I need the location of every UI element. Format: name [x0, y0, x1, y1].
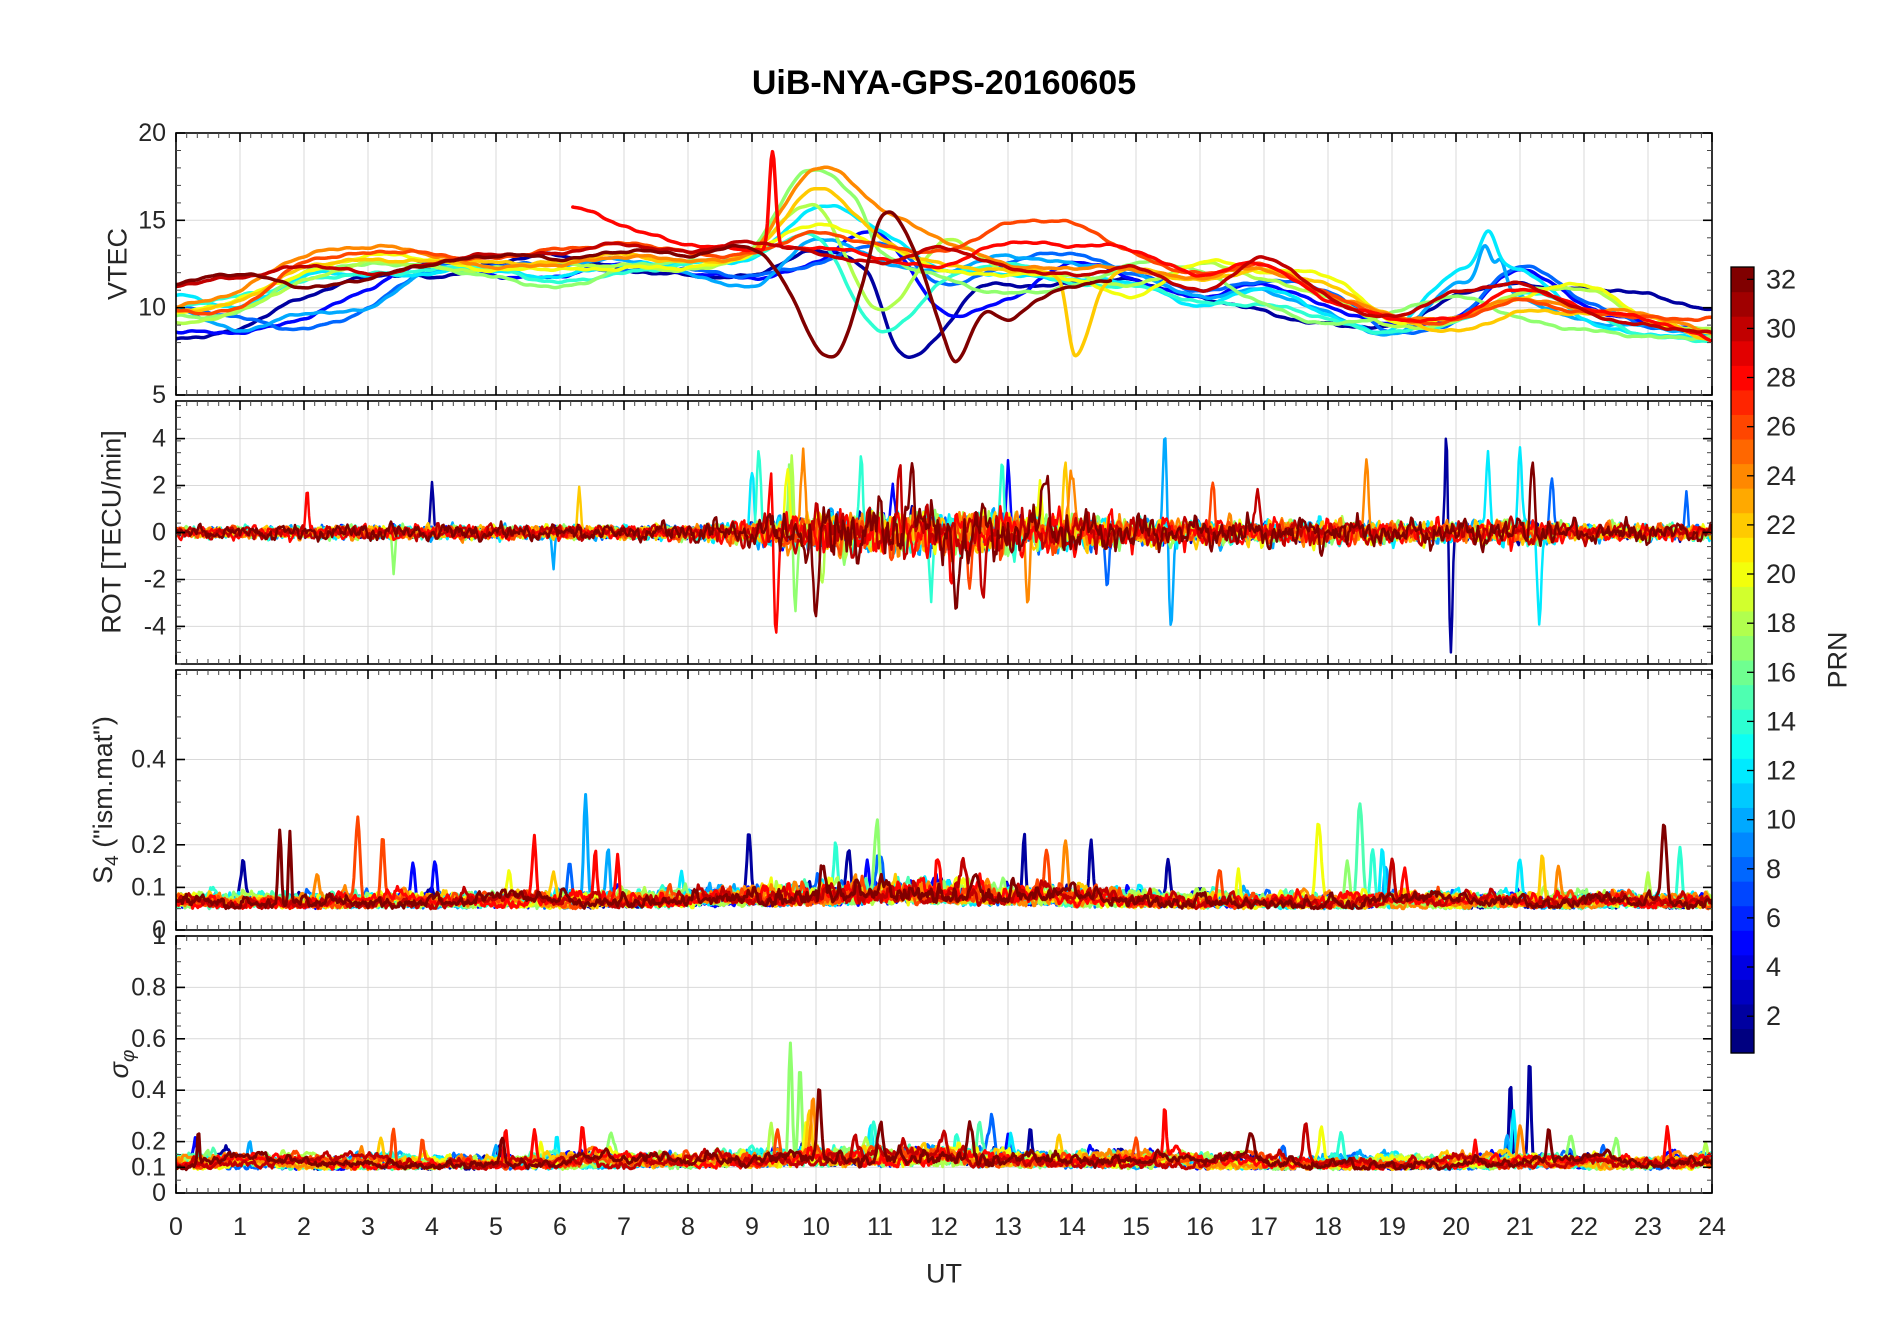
- svg-text:0.1: 0.1: [131, 873, 166, 901]
- svg-text:1: 1: [233, 1213, 247, 1241]
- prn-colorbar-label: PRN: [1822, 631, 1853, 689]
- svg-text:22: 22: [1570, 1213, 1598, 1241]
- s4-axis-label: S4 ("ism.mat"): [87, 716, 124, 884]
- svg-text:0.2: 0.2: [131, 831, 166, 859]
- svg-text:24: 24: [1698, 1213, 1726, 1241]
- svg-text:17: 17: [1250, 1213, 1278, 1241]
- svg-text:22: 22: [1766, 510, 1796, 540]
- svg-text:13: 13: [994, 1213, 1022, 1241]
- svg-text:12: 12: [930, 1213, 958, 1241]
- svg-text:10: 10: [138, 294, 166, 322]
- ut-axis-label: UT: [926, 1258, 962, 1289]
- svg-text:0.4: 0.4: [131, 1076, 166, 1104]
- svg-text:11: 11: [867, 1213, 893, 1241]
- svg-text:0.2: 0.2: [131, 1128, 166, 1156]
- svg-text:0.4: 0.4: [131, 746, 166, 774]
- svg-text:16: 16: [1766, 657, 1796, 687]
- svg-text:6: 6: [1766, 903, 1781, 933]
- svg-text:8: 8: [681, 1213, 695, 1241]
- svg-text:4: 4: [152, 425, 166, 453]
- svg-text:0: 0: [169, 1213, 183, 1241]
- svg-text:9: 9: [745, 1213, 759, 1241]
- svg-text:-4: -4: [144, 612, 166, 640]
- svg-text:14: 14: [1766, 706, 1796, 736]
- svg-text:5: 5: [152, 381, 166, 409]
- svg-text:10: 10: [1766, 805, 1796, 835]
- svg-text:30: 30: [1766, 313, 1796, 343]
- svg-text:7: 7: [617, 1213, 631, 1241]
- svg-text:19: 19: [1378, 1213, 1406, 1241]
- svg-text:2: 2: [1766, 1001, 1781, 1031]
- svg-text:14: 14: [1058, 1213, 1086, 1241]
- svg-text:20: 20: [1442, 1213, 1470, 1241]
- sigma-phi-axis-label: σφ: [103, 1049, 140, 1079]
- svg-text:15: 15: [1122, 1213, 1150, 1241]
- svg-text:21: 21: [1506, 1213, 1534, 1241]
- svg-text:4: 4: [425, 1213, 439, 1241]
- svg-text:28: 28: [1766, 363, 1796, 393]
- svg-text:8: 8: [1766, 854, 1781, 884]
- svg-text:20: 20: [138, 119, 166, 147]
- svg-text:6: 6: [553, 1213, 567, 1241]
- svg-text:32: 32: [1766, 264, 1796, 294]
- svg-text:18: 18: [1766, 608, 1796, 638]
- svg-text:0: 0: [152, 1179, 166, 1207]
- svg-text:0.8: 0.8: [131, 973, 166, 1001]
- svg-text:1: 1: [152, 922, 166, 950]
- svg-text:18: 18: [1314, 1213, 1342, 1241]
- svg-text:23: 23: [1634, 1213, 1662, 1241]
- svg-text:20: 20: [1766, 559, 1796, 589]
- svg-text:16: 16: [1186, 1213, 1214, 1241]
- svg-text:0: 0: [152, 916, 166, 944]
- svg-text:2: 2: [297, 1213, 311, 1241]
- svg-text:0: 0: [152, 519, 166, 547]
- figure-title: UiB-NYA-GPS-20160605: [751, 64, 1137, 102]
- svg-text:-2: -2: [144, 566, 166, 594]
- svg-text:24: 24: [1766, 461, 1796, 491]
- vtec-axis-label: VTEC: [102, 227, 133, 301]
- svg-text:0.6: 0.6: [131, 1025, 166, 1053]
- svg-text:15: 15: [138, 206, 166, 234]
- svg-text:3: 3: [361, 1213, 375, 1241]
- svg-text:2: 2: [152, 472, 166, 500]
- svg-text:5: 5: [489, 1213, 503, 1241]
- svg-text:12: 12: [1766, 756, 1796, 786]
- svg-text:10: 10: [802, 1213, 830, 1241]
- svg-text:0.1: 0.1: [131, 1153, 166, 1181]
- svg-text:4: 4: [1766, 952, 1781, 982]
- svg-text:26: 26: [1766, 412, 1796, 442]
- rot-axis-label: ROT [TECU/min]: [96, 430, 127, 634]
